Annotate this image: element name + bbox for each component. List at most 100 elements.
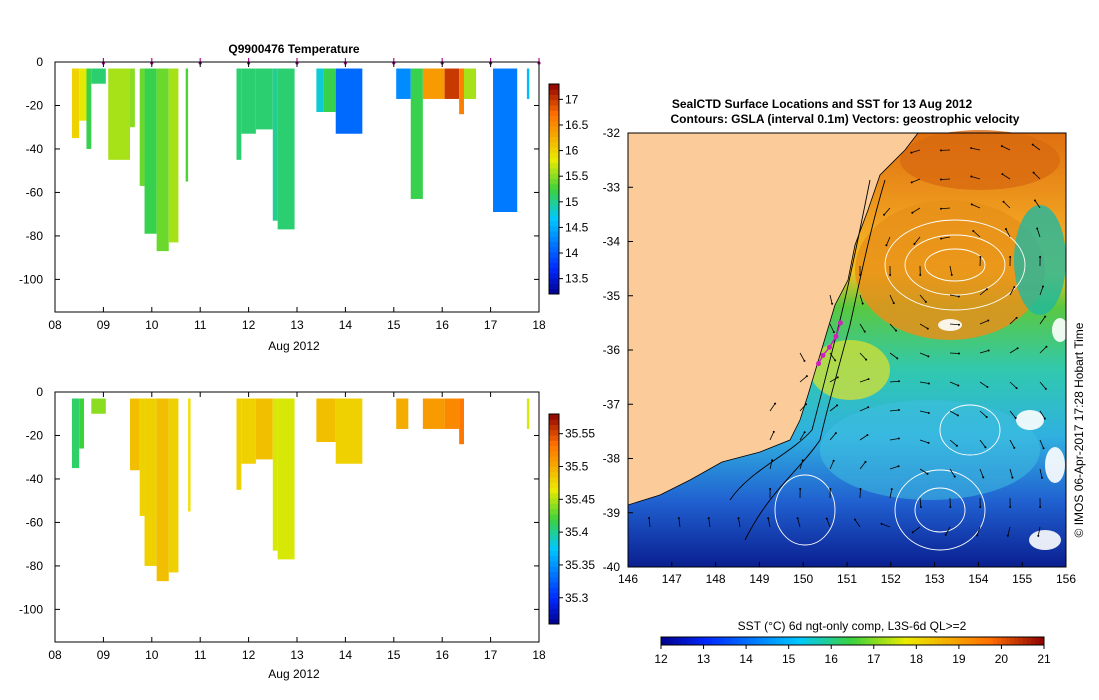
cool-field-south [820, 400, 1040, 500]
velocity-vector-head [883, 213, 886, 216]
colorbar-tick-label: 13.5 [565, 272, 589, 286]
profile-cell [144, 398, 157, 566]
velocity-vector-head [805, 375, 808, 378]
profile-cell [188, 398, 191, 512]
sst-colorbar-swatch [975, 637, 981, 645]
sst-colorbar-swatch [805, 637, 811, 645]
seal-location-point [826, 344, 832, 350]
colorbar-tick-label: 35.45 [565, 492, 595, 506]
velocity-vector-head [863, 330, 866, 333]
sst-colorbar-swatch [1001, 637, 1007, 645]
colorbar-swatch [549, 513, 559, 520]
x-tick-label: 17 [484, 318, 498, 332]
sst-colorbar-swatch [890, 637, 896, 645]
velocity-vector [973, 230, 981, 238]
colorbar-swatch [549, 288, 559, 295]
sst-colorbar-swatch [771, 637, 777, 645]
profile-cell [71, 68, 80, 139]
velocity-vector-head [1000, 145, 1003, 148]
colorbar-swatch [549, 587, 559, 593]
colorbar-swatch [549, 199, 559, 206]
colorbar-swatch [549, 147, 559, 153]
sst-colorbar-swatch [669, 637, 675, 645]
velocity-vector-head [836, 404, 839, 407]
colorbar-swatch [549, 508, 559, 515]
sst-colorbar-swatch [1009, 637, 1015, 645]
colorbar-swatch [549, 99, 559, 106]
colorbar-swatch [549, 419, 559, 425]
sst-colorbar-swatch [720, 637, 726, 645]
velocity-vector [769, 460, 773, 470]
velocity-vector-head [804, 403, 807, 406]
velocity-vector-head [1044, 387, 1047, 390]
velocity-vector [1009, 410, 1016, 419]
profile-cell [86, 68, 92, 149]
velocity-vector-head [1002, 200, 1005, 203]
velocity-vector [971, 176, 981, 180]
colorbar-tick-label: 15.5 [565, 169, 589, 183]
colorbar-swatch [549, 603, 559, 609]
warm-patch-coast [810, 340, 890, 400]
x-tick-label: 08 [48, 648, 62, 662]
sst-colorbar-swatch [869, 637, 875, 645]
velocity-vector-head [970, 147, 973, 150]
velocity-vector [767, 518, 771, 528]
y-tick-label: -80 [26, 229, 44, 243]
velocity-vector-head [976, 534, 979, 537]
velocity-vector [859, 294, 864, 304]
velocity-vector-head [970, 203, 973, 206]
colorbar-frame [548, 83, 560, 295]
x-tick-label: 13 [290, 648, 304, 662]
colorbar-tick-label: 15 [565, 195, 579, 209]
velocity-vector [886, 236, 891, 246]
map-x-tick-label: 147 [662, 572, 682, 586]
sst-colorbar-swatch [958, 637, 964, 645]
x-tick-label: 12 [242, 648, 256, 662]
colorbar-swatch [549, 89, 559, 95]
velocity-vector [1009, 468, 1013, 478]
x-tick-label: 12 [242, 318, 256, 332]
velocity-vector [829, 352, 836, 361]
colorbar-swatch [549, 215, 559, 221]
sst-colorbar-swatch [831, 637, 836, 645]
colorbar-swatch [549, 456, 559, 462]
seal-location-point [833, 333, 839, 339]
y-tick-label: -20 [26, 428, 44, 442]
sst-colorbar-swatch [946, 637, 951, 645]
sst-colorbar-swatch [712, 637, 717, 645]
velocity-vector-head [885, 244, 888, 247]
colorbar-swatch [549, 471, 559, 478]
profile-cell [459, 68, 464, 115]
x-tick-label: 15 [387, 648, 401, 662]
map-y-tick-label: -35 [603, 289, 621, 303]
velocity-vector-head [831, 302, 834, 305]
sst-colorbar-frame [660, 636, 1045, 646]
profile-cell [156, 68, 169, 252]
colorbar-swatch [549, 608, 559, 614]
velocity-vector-head [834, 359, 837, 362]
velocity-vector-head [927, 355, 930, 358]
velocity-vector [1039, 439, 1044, 449]
velocity-vector-head [832, 459, 835, 462]
profile-cell [130, 68, 135, 128]
velocity-vector-head [803, 359, 806, 362]
y-tick-label: 0 [36, 385, 43, 399]
profile-cell [444, 68, 460, 99]
velocity-vector-head [829, 488, 832, 491]
profile-cell [316, 398, 336, 442]
velocity-vector-head [880, 522, 883, 525]
sst-colorbar-swatch [1005, 637, 1011, 645]
velocity-vector [919, 439, 929, 444]
x-tick-label: 15 [387, 318, 401, 332]
velocity-vector [889, 489, 893, 499]
map-y-tick-label: -39 [603, 506, 621, 520]
warm-core-north [900, 130, 1060, 190]
sst-colorbar-swatch [933, 637, 939, 645]
velocity-vector-head [970, 175, 973, 178]
velocity-vector-head [913, 243, 916, 246]
velocity-vector-head [1014, 416, 1017, 419]
velocity-vector-head [867, 406, 870, 409]
profile-cell [168, 68, 179, 243]
colorbar-tick-label: 35.5 [565, 460, 589, 474]
sst-colorbar-swatch [746, 637, 751, 645]
